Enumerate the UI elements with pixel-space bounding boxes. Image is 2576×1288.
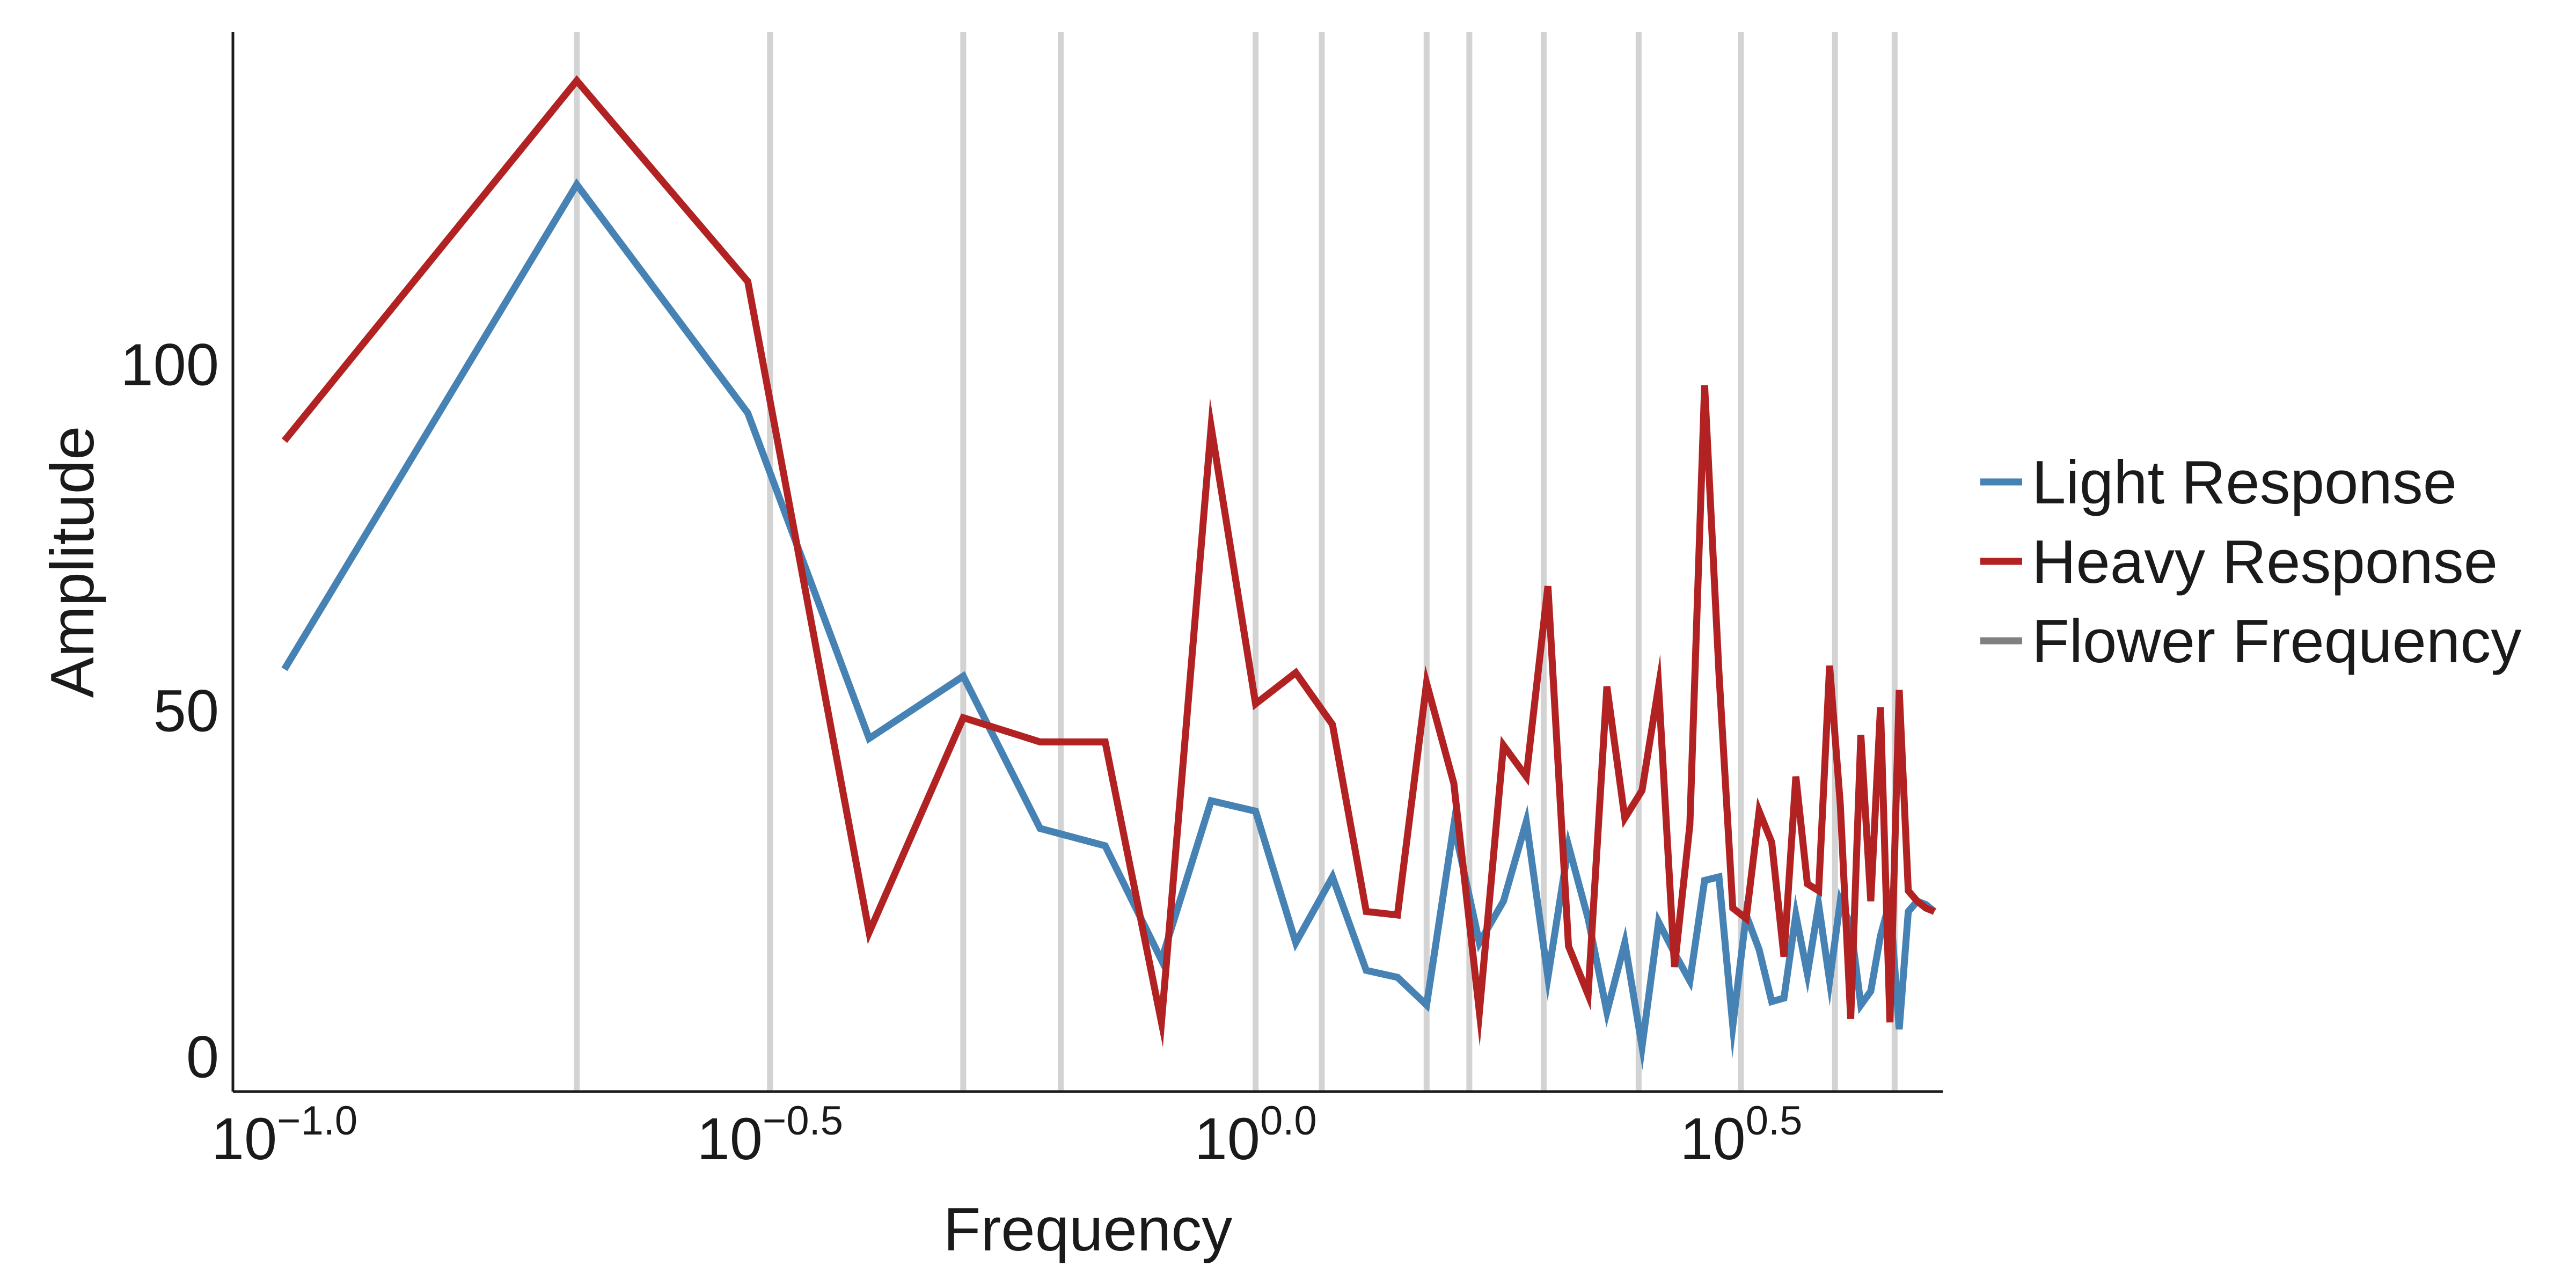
legend-label-light-response: Light Response <box>2032 449 2457 517</box>
x-tick-label: 100.5 <box>1680 1098 1802 1172</box>
x-tick-label: 10−1.0 <box>211 1098 357 1172</box>
x-axis-title: Frequency <box>943 1196 1233 1264</box>
y-tick-label: 50 <box>153 678 219 744</box>
y-tick-label: 100 <box>120 332 219 398</box>
legend-label-flower-frequency: Flower Frequency <box>2032 608 2521 676</box>
x-tick-labels: 10−1.0 10−0.5 100.0 100.5 <box>211 1098 1803 1172</box>
series-lines <box>281 75 1937 1071</box>
x-tick-label: 10−0.5 <box>697 1098 843 1172</box>
axes <box>231 32 1943 1093</box>
heavy-response-line <box>281 75 1936 1048</box>
y-tick-label: 0 <box>186 1024 219 1090</box>
light-response-line <box>281 178 1937 1071</box>
y-tick-labels: 0 50 100 <box>120 332 219 1090</box>
legend: Light Response Heavy Response Flower Frequ… <box>1980 449 2521 676</box>
y-axis-title: Amplitude <box>39 426 107 698</box>
x-tick-label: 100.0 <box>1195 1098 1317 1172</box>
legend-label-heavy-response: Heavy Response <box>2032 528 2498 596</box>
